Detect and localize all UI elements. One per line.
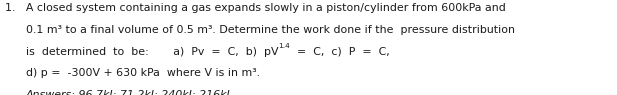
Text: Answers: 96.7kJ; 71.2kJ; 240kJ; 216kJ.: Answers: 96.7kJ; 71.2kJ; 240kJ; 216kJ. (26, 90, 234, 95)
Text: is  determined  to  be:       a)  Pv  =  C,  b)  pV: is determined to be: a) Pv = C, b) pV (26, 47, 278, 57)
Text: 0.1 m³ to a final volume of 0.5 m³. Determine the work done if the  pressure dis: 0.1 m³ to a final volume of 0.5 m³. Dete… (26, 25, 515, 35)
Text: 1.4: 1.4 (278, 43, 290, 49)
Text: =  C,  c)  P  =  C,: = C, c) P = C, (290, 47, 390, 57)
Text: 1.   A closed system containing a gas expands slowly in a piston/cylinder from 6: 1. A closed system containing a gas expa… (5, 3, 506, 13)
Text: d) p =  -300V + 630 kPa  where V is in m³.: d) p = -300V + 630 kPa where V is in m³. (26, 68, 260, 78)
